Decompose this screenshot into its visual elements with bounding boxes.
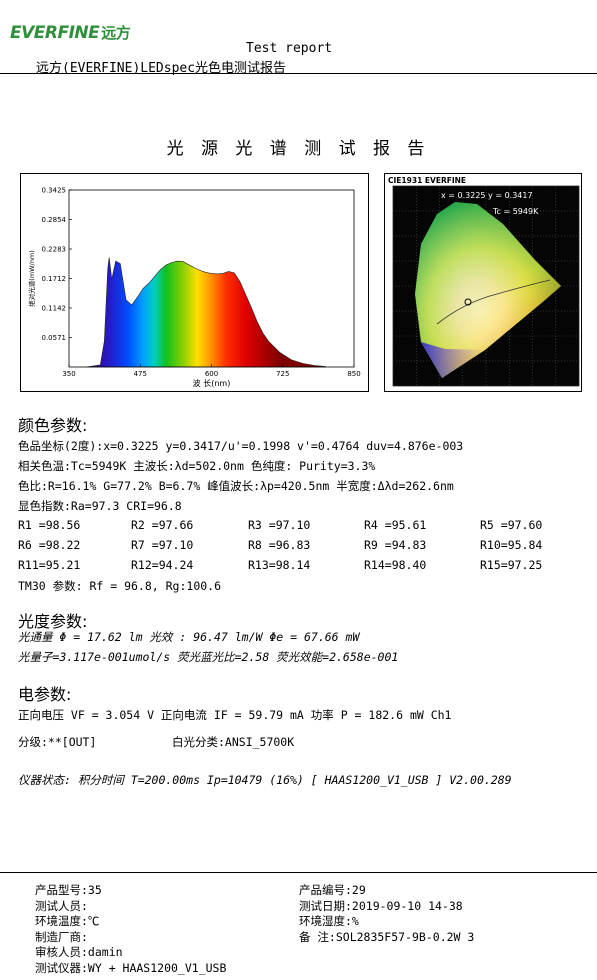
x-tick-label: 350 — [62, 370, 75, 378]
spectrum-chart: 350 475 600 725 850 0.3425 0.2854 0.2283 0.1712 0… — [20, 173, 369, 392]
r-value: R1 =98.56 — [18, 518, 81, 532]
r-value: R13=98.14 — [248, 558, 311, 572]
product-model: 产品型号:35 — [35, 883, 102, 897]
remarks: 备 注:SOL2835F57-9B-0.2W 3 — [299, 929, 475, 944]
spectrum-area — [86, 257, 326, 368]
cie-frame — [392, 185, 580, 387]
color-params-line1: 色品坐标(2度):x=0.3225 y=0.3417/u'=0.1998 v'=… — [18, 439, 464, 453]
cie-chart: CIE1931 EVERFINE x = 0.3225 y = 0.3417 T… — [384, 173, 582, 392]
y-tick-label: 0.2283 — [42, 246, 67, 254]
electrical-line1: 正向电压 VF = 3.054 V 正向电流 IF = 59.79 mA 功率 … — [18, 708, 452, 722]
color-params-heading: 颜色参数: — [18, 416, 88, 435]
x-axis-label: 波 长(nm) — [193, 378, 231, 388]
x-tick-label: 475 — [134, 370, 147, 378]
r-value: R15=97.25 — [480, 558, 543, 572]
x-tick-label: 600 — [205, 370, 218, 378]
color-params-line4: 显色指数:Ra=97.3 CRI=96.8 — [18, 499, 182, 513]
page-title: 光 源 光 谱 测 试 报 告 — [166, 139, 431, 159]
r-value: R3 =97.10 — [248, 518, 311, 532]
cie-tc: Tc = 5949K — [492, 207, 539, 216]
r-value: R6 =98.22 — [18, 538, 81, 552]
report-title-cn: 远方(EVERFINE)LEDspec光色电测试报告 — [36, 61, 287, 76]
electrical-heading: 电参数: — [18, 685, 72, 704]
photometric-line2: 光量子=3.117e-001umol/s 荧光蓝光比=2.58 荧光效能=2.6… — [18, 650, 399, 664]
white-class-text: 白光分类:ANSI_5700K — [172, 735, 295, 749]
tester: 测试人员: — [35, 898, 88, 913]
photometric-line1: 光通量 Φ = 17.62 lm 光效 : 96.47 lm/W Φe = 67… — [18, 630, 360, 644]
photometric-heading: 光度参数: — [18, 612, 88, 631]
r-value: R10=95.84 — [480, 538, 543, 552]
cie-gamut-tint — [415, 202, 561, 378]
report-title-en: Test report — [246, 41, 333, 56]
tm30-line: TM30 参数: Rf = 96.8, Rg:100.6 — [18, 579, 222, 593]
r-values-table: R1 =98.56 R2 =97.66 R3 =97.10 R4 =95.61 … — [18, 518, 588, 586]
test-instrument: 测试仪器:WY + HAAS1200_V1_USB — [35, 960, 227, 975]
footer-divider — [0, 872, 597, 873]
ambient-humidity: 环境湿度:% — [299, 914, 359, 928]
planckian-locus — [436, 279, 551, 325]
r-values-row: R1 =98.56 R2 =97.66 R3 =97.10 R4 =95.61 … — [18, 518, 588, 538]
header-divider — [0, 73, 597, 74]
footer-left: 产品型号:35 测试人员: 环境温度:℃ 制造厂商: 审核人员:damin 测试… — [35, 882, 295, 975]
y-tick-label: 0.0571 — [42, 334, 67, 342]
r-values-row: R6 =98.22 R7 =97.10 R8 =96.83 R9 =94.83 … — [18, 538, 588, 558]
footer-right: 产品编号:29 测试日期:2019-09-10 14-38 环境湿度:% 备 注… — [299, 882, 589, 944]
y-tick-label: 0.3425 — [42, 187, 67, 195]
product-number: 产品编号:29 — [299, 883, 366, 897]
r-values-row: R11=95.21 R12=94.24 R13=98.14 R14=98.40 … — [18, 558, 588, 578]
x-tick-label: 850 — [347, 370, 360, 378]
r-value: R7 =97.10 — [131, 538, 194, 552]
cie-blue-corner — [421, 342, 485, 378]
r-value: R9 =94.83 — [364, 538, 427, 552]
y-tick-label: 0.1142 — [42, 304, 67, 312]
cie-point — [464, 298, 472, 306]
r-value: R2 =97.66 — [131, 518, 194, 532]
manufacturer: 制造厂商: — [35, 929, 88, 944]
r-value: R5 =97.60 — [480, 518, 543, 532]
y-axis-label: 绝对光谱(mW/nm) — [27, 250, 36, 306]
spectrum-plot: 350 475 600 725 850 0.3425 0.2854 0.2283 0.1712 0… — [27, 187, 361, 389]
grade-text: 分级:**[OUT] — [18, 735, 97, 749]
r-value: R12=94.24 — [131, 558, 194, 572]
r-value: R11=95.21 — [18, 558, 81, 572]
r-value: R8 =96.83 — [248, 538, 311, 552]
everfine-logo: EVERFINE 远方 — [10, 23, 131, 43]
r-value: R4 =95.61 — [364, 518, 427, 532]
reviewer: 审核人员:damin — [35, 945, 123, 959]
y-tick-label: 0.2854 — [42, 216, 67, 224]
cie-diagram: CIE1931 EVERFINE x = 0.3225 y = 0.3417 T… — [385, 174, 581, 391]
ambient-temp: 环境温度:℃ — [35, 914, 100, 928]
color-params-line3: 色比:R=16.1% G=77.2% B=6.7% 峰值波长:λp=420.5n… — [18, 479, 454, 493]
cie-coords: x = 0.3225 y = 0.3417 — [441, 191, 533, 200]
r-value: R14=98.40 — [364, 558, 427, 572]
instrument-status: 仪器状态: 积分时间 T=200.00ms Ip=10479 (16%) [ H… — [18, 773, 512, 787]
color-params-line2: 相关色温:Tc=5949K 主波长:λd=502.0nm 色纯度: Purity… — [18, 459, 376, 473]
test-date: 测试日期:2019-09-10 14-38 — [299, 898, 463, 913]
y-tick-label: 0.1712 — [42, 275, 67, 283]
x-tick-label: 725 — [276, 370, 289, 378]
cie-title: CIE1931 EVERFINE — [388, 176, 466, 185]
